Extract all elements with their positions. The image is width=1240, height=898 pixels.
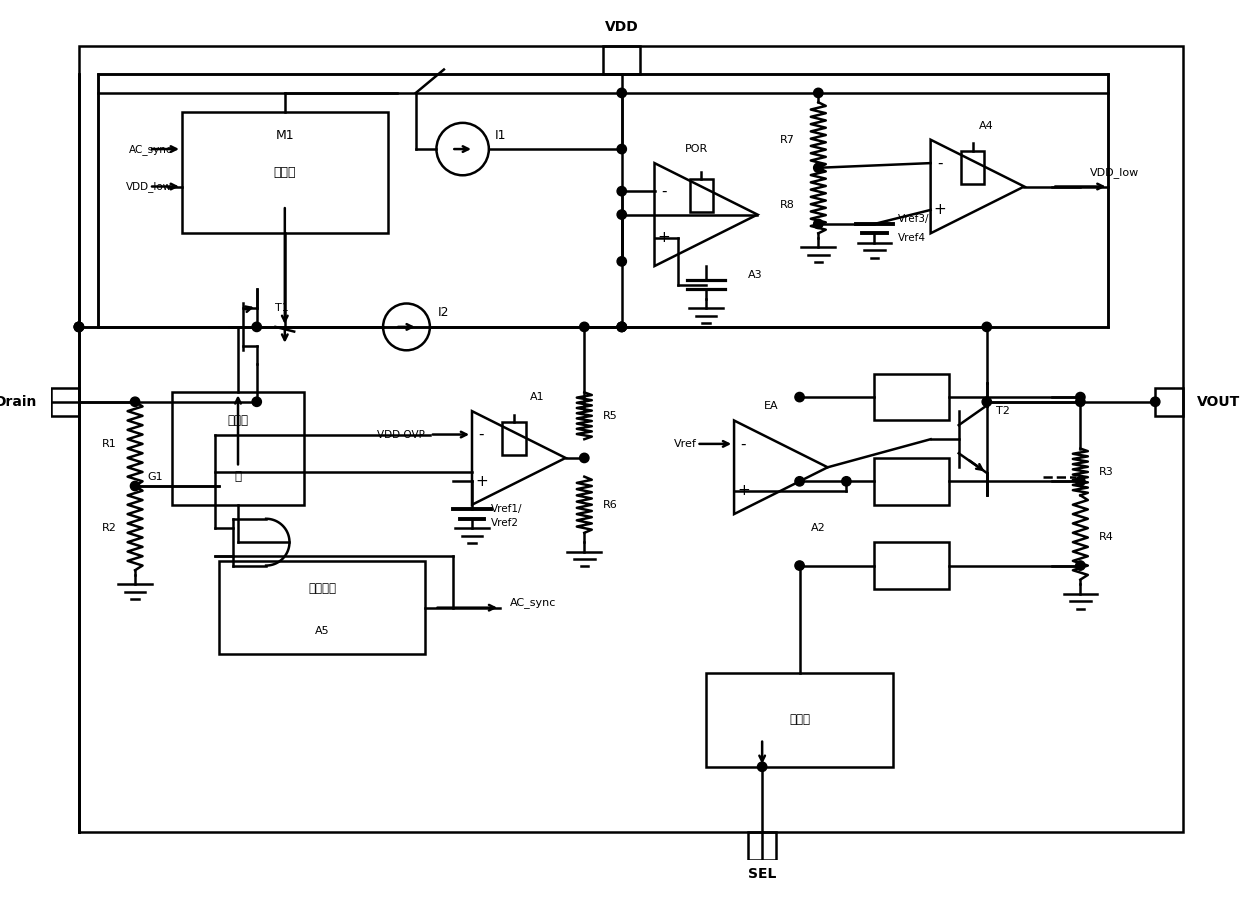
Circle shape [842,477,851,486]
Text: R8: R8 [780,200,795,210]
Bar [1156,388,1183,416]
Text: R3: R3 [1099,467,1114,477]
Text: I2: I2 [438,306,450,320]
Circle shape [618,257,626,266]
Text: Vref3/: Vref3/ [898,215,929,224]
Bar [603,46,641,75]
Circle shape [1075,561,1085,570]
Text: -: - [479,427,484,442]
Text: VOUT: VOUT [1198,395,1240,409]
Text: AC_sync: AC_sync [510,597,556,609]
Text: R2: R2 [102,524,117,533]
Circle shape [618,322,626,331]
Circle shape [130,397,140,407]
Text: A4: A4 [980,120,994,131]
Bar [98,75,1109,327]
Text: Vref4: Vref4 [898,233,926,243]
Text: +: + [475,474,487,489]
Bar [748,832,776,860]
Bar [874,458,950,505]
Text: R1: R1 [102,439,117,449]
Bar [706,674,893,767]
Text: +: + [657,231,671,245]
Text: A1: A1 [531,392,544,402]
Text: VDD_low: VDD_low [1090,167,1140,178]
Text: +: + [934,202,946,217]
Text: 控制器: 控制器 [274,166,296,179]
Text: VDD OVP: VDD OVP [377,429,425,439]
Circle shape [982,397,992,407]
Circle shape [1075,392,1085,401]
Text: 器: 器 [234,471,242,483]
Text: VDD_low: VDD_low [126,181,172,192]
Circle shape [618,145,626,154]
Text: Vref1/: Vref1/ [491,505,522,515]
Text: POR: POR [684,144,708,154]
Circle shape [618,210,626,219]
Text: AC_sync: AC_sync [129,144,172,154]
Text: Vref2: Vref2 [491,518,518,528]
Circle shape [579,453,589,462]
Circle shape [130,481,140,490]
Bar [172,392,304,505]
Bar [874,542,950,589]
Circle shape [618,88,626,98]
Text: VDD: VDD [605,21,639,34]
Circle shape [813,88,823,98]
Text: I1: I1 [495,128,506,142]
Text: SEL: SEL [748,867,776,882]
Circle shape [1151,397,1159,407]
Text: Drain: Drain [0,395,37,409]
Circle shape [252,322,262,331]
Text: -: - [661,184,667,198]
Circle shape [1075,397,1085,407]
Text: A5: A5 [315,626,330,636]
Circle shape [795,392,805,401]
Circle shape [618,322,626,331]
Text: +: + [737,483,750,498]
Circle shape [618,187,626,196]
Text: R4: R4 [1099,533,1114,542]
Text: Vref: Vref [673,439,697,449]
Circle shape [74,322,83,331]
Circle shape [795,477,805,486]
Circle shape [795,561,805,570]
Bar [874,374,950,420]
Text: T1: T1 [275,304,289,313]
Text: R7: R7 [780,135,795,145]
Text: 门驱动: 门驱动 [227,414,248,427]
Text: 比较单元: 比较单元 [309,583,336,595]
Circle shape [1075,477,1085,486]
Text: A2: A2 [811,524,826,533]
Bar [689,179,713,212]
Text: R5: R5 [603,410,618,421]
Text: A3: A3 [748,270,763,280]
Text: -: - [937,155,942,171]
Circle shape [74,322,83,331]
Text: G1: G1 [148,471,164,481]
Circle shape [813,163,823,172]
Bar [502,422,526,455]
Circle shape [252,397,262,407]
Text: R6: R6 [603,499,618,510]
Circle shape [982,322,992,331]
Circle shape [579,322,589,331]
Circle shape [758,762,766,771]
Bar [51,388,79,416]
Circle shape [618,322,626,331]
Bar [219,561,425,655]
Circle shape [74,322,83,331]
Text: M1: M1 [275,128,294,142]
Text: EA: EA [764,401,779,411]
Bar [182,111,388,233]
Bar [961,151,985,184]
Text: 译码器: 译码器 [789,714,810,726]
Text: -: - [740,436,746,452]
Text: T2: T2 [996,406,1011,416]
Circle shape [813,219,823,229]
